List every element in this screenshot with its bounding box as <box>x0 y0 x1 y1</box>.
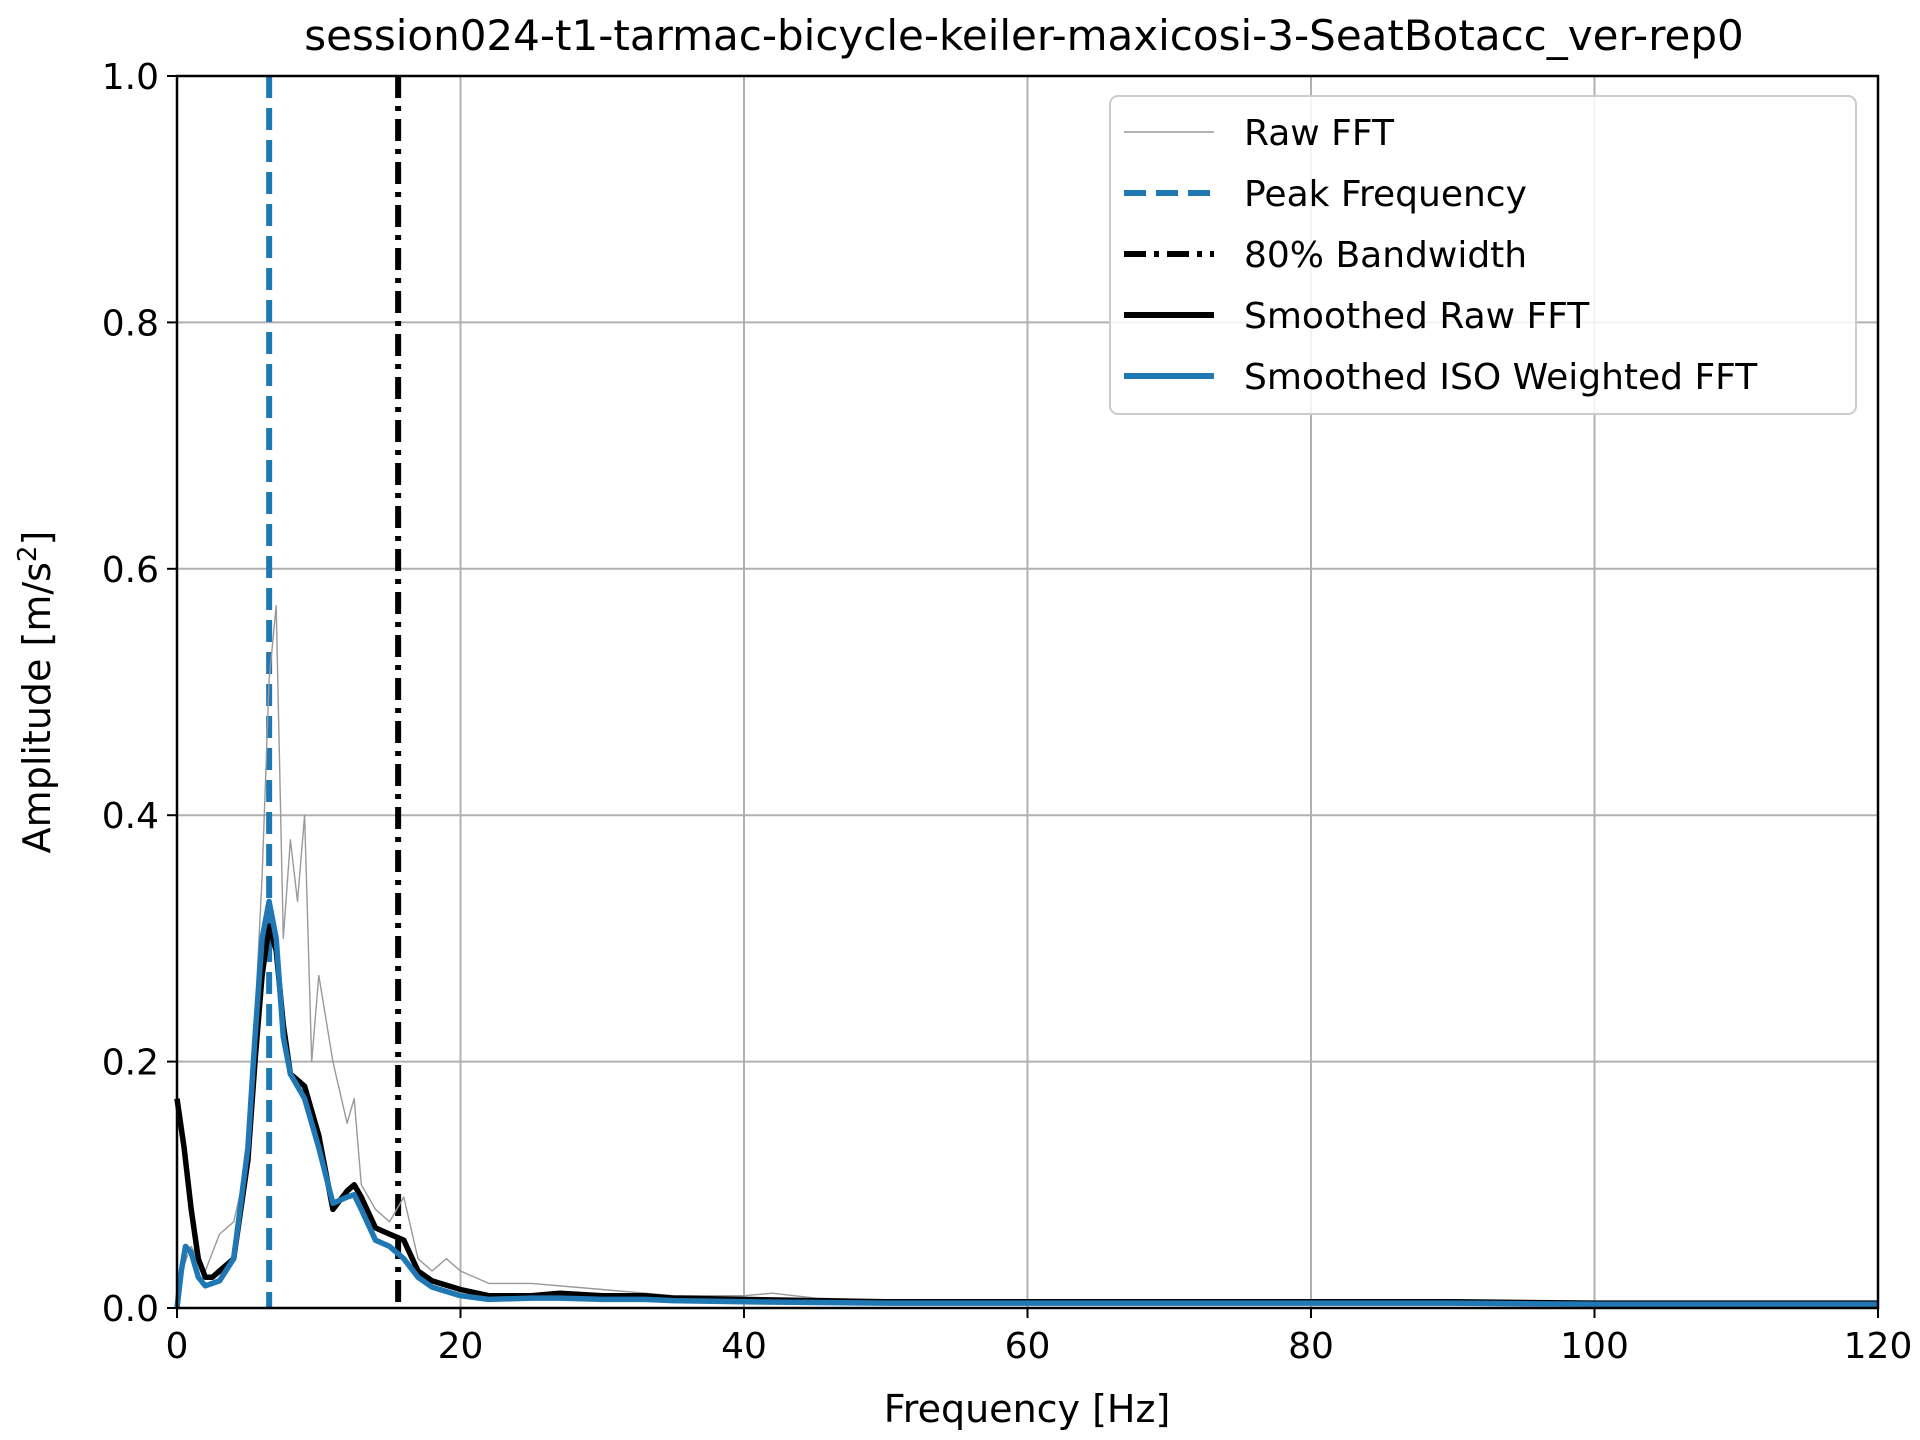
y-axis: 0.0 0.2 0.4 0.6 0.8 1.0 <box>102 57 177 1330</box>
reference-lines <box>266 76 402 1308</box>
y-tick-label-3: 0.6 <box>102 550 159 591</box>
chart-title: session024-t1-tarmac-bicycle-keiler-maxi… <box>304 11 1744 60</box>
x-tick-label-5: 100 <box>1560 1326 1629 1367</box>
y-axis-label-main: Amplitude [m/s <box>15 562 59 853</box>
series-line-2 <box>174 898 1878 1309</box>
series-lines <box>174 605 1878 1309</box>
y-axis-label: Amplitude [m/s2] <box>13 531 59 854</box>
y-tick-label-5: 1.0 <box>102 57 159 98</box>
x-tick-label-2: 40 <box>721 1326 767 1367</box>
legend-box <box>1109 95 1857 415</box>
y-axis-label-end: ] <box>15 531 59 546</box>
x-tick-label-3: 60 <box>1005 1326 1051 1367</box>
legend-label-1: Peak Frequency <box>1244 174 1527 215</box>
x-tick-label-1: 20 <box>438 1326 484 1367</box>
x-tick-label-4: 80 <box>1288 1326 1334 1367</box>
legend: Raw FFT Peak Frequency 80% Bandwidth Smooth… <box>1109 95 1857 415</box>
y-tick-label-4: 0.8 <box>102 303 159 344</box>
y-tick-label-2: 0.4 <box>102 796 159 837</box>
legend-label-4: Smoothed ISO Weighted FFT <box>1244 357 1758 398</box>
x-axis-label: Frequency [Hz] <box>884 1387 1171 1431</box>
y-tick-label-0: 0.0 <box>102 1289 159 1330</box>
legend-label-3: Smoothed Raw FFT <box>1244 296 1590 337</box>
x-tick-label-6: 120 <box>1844 1326 1913 1367</box>
legend-label-0: Raw FFT <box>1244 113 1395 154</box>
legend-label-2: 80% Bandwidth <box>1244 235 1527 276</box>
y-axis-label-superscript: 2 <box>13 546 43 563</box>
x-tick-label-0: 0 <box>166 1326 189 1367</box>
y-tick-label-1: 0.2 <box>102 1043 159 1084</box>
x-axis: 0 20 40 60 80 100 120 <box>166 1308 1913 1367</box>
